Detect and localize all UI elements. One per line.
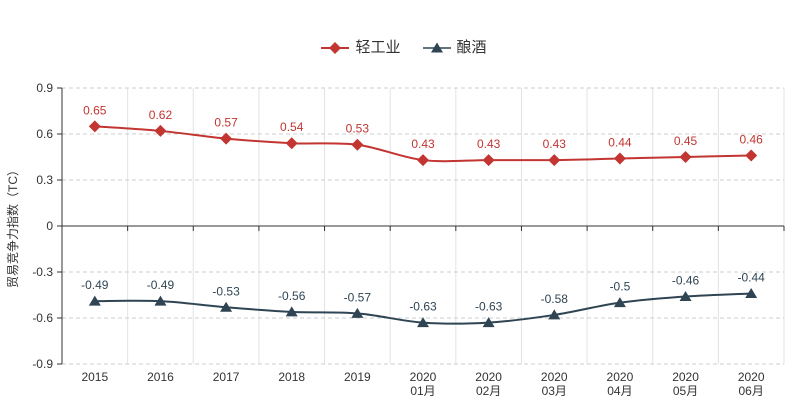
x-axis-tick-label: 2020 <box>410 370 437 384</box>
triangle-marker-icon <box>613 297 626 308</box>
data-point-value-label: 0.62 <box>149 108 173 122</box>
x-axis-tick-label: 06月 <box>739 384 764 398</box>
x-axis-labels: 2015 2016 2017 2018 2019 202001月202002月202003… <box>81 370 764 398</box>
data-point-value-label: 0.46 <box>740 132 764 146</box>
diamond-legend-icon <box>321 41 350 54</box>
y-axis-tick-label: 0.3 <box>36 173 53 187</box>
y-axis-tick-label: -0.3 <box>32 265 53 279</box>
triangle-marker-icon <box>482 317 495 328</box>
triangle-marker-icon <box>417 317 429 328</box>
chart-legend: 轻工业 酿酒 <box>0 40 808 55</box>
triangle-marker-icon <box>154 295 167 306</box>
data-point-value-label: -0.46 <box>672 274 700 288</box>
y-axis-tick-label: 0.6 <box>36 127 53 141</box>
x-axis-tick-label: 2016 <box>147 370 174 384</box>
diamond-marker-icon <box>482 154 495 167</box>
data-point-value-label: 0.65 <box>83 103 107 117</box>
series-light-industry: 0.65 0.62 0.57 0.54 0.53 0.43 0.43 0.43 0.44 0.45… <box>83 103 764 167</box>
diamond-marker-icon <box>679 151 692 163</box>
y-axis-name: 贸易竞争力指数（TC） <box>5 164 20 288</box>
diamond-marker-icon <box>329 41 342 54</box>
y-axis-tick-label: -0.6 <box>32 311 53 325</box>
data-point-value-label: 0.43 <box>411 137 435 151</box>
x-axis-tick-label: 2017 <box>213 370 240 384</box>
x-axis-tick-label: 04月 <box>607 384 632 398</box>
x-axis-tick-label: 2018 <box>278 370 305 384</box>
data-point-value-label: 0.43 <box>543 137 567 151</box>
x-axis-tick-label: 05月 <box>673 384 698 398</box>
data-point-value-label: 0.54 <box>280 120 304 134</box>
data-point-value-label: -0.56 <box>278 289 306 303</box>
data-point-value-label: -0.44 <box>738 270 766 284</box>
diamond-marker-icon <box>548 154 561 167</box>
data-point-value-label: -0.63 <box>409 300 437 314</box>
data-point-value-label: -0.49 <box>147 278 175 292</box>
data-point-value-label: -0.57 <box>344 290 372 304</box>
triangle-marker-icon <box>745 287 758 298</box>
data-point-value-label: 0.53 <box>346 122 370 136</box>
triangle-marker-icon <box>430 42 443 52</box>
x-axis-tick-label: 2019 <box>344 370 371 384</box>
x-axis <box>62 225 785 231</box>
x-axis-tick-label: 03月 <box>542 384 567 398</box>
diamond-marker-icon <box>285 137 298 150</box>
triangle-legend-icon <box>422 42 451 52</box>
x-axis-tick-label: 2015 <box>81 370 108 384</box>
x-axis-tick-label: 2020 <box>607 370 634 384</box>
data-point-value-label: -0.5 <box>610 280 631 294</box>
legend-label: 轻工业 <box>355 39 401 56</box>
triangle-marker-icon <box>548 309 561 320</box>
diamond-marker-icon <box>154 124 167 137</box>
triangle-marker-icon <box>88 295 101 306</box>
data-point-value-label: 0.57 <box>214 116 238 130</box>
data-point-value-label: -0.63 <box>475 300 503 314</box>
x-axis-tick-label: 2020 <box>541 370 568 384</box>
x-axis-tick-label: 01月 <box>410 384 435 398</box>
data-point-value-label: -0.53 <box>212 284 240 298</box>
diamond-marker-icon <box>613 152 626 165</box>
y-axis-tick-label: 0.9 <box>36 81 53 95</box>
data-point-value-label: -0.58 <box>541 292 569 306</box>
legend-item-light-industry[interactable]: 轻工业 <box>321 39 401 56</box>
x-axis-tick-label: 2020 <box>738 370 765 384</box>
diamond-marker-icon <box>351 138 364 151</box>
data-point-value-label: 0.44 <box>608 136 632 150</box>
x-axis-tick-label: 02月 <box>476 384 501 398</box>
series-brewing: -0.49 -0.49 -0.53 -0.56 -0.57 -0.63 -0.63 -0.58… <box>81 270 766 328</box>
triangle-marker-icon <box>351 307 364 318</box>
y-axis-tick-label: 0 <box>46 219 53 233</box>
data-point-value-label: 0.43 <box>477 137 501 151</box>
legend-label: 酿酒 <box>456 39 487 56</box>
y-axis: 0.9 0.6 0.3 0 -0.3 -0.6 -0.9 <box>32 81 63 371</box>
triangle-marker-icon <box>285 306 298 317</box>
diamond-marker-icon <box>220 132 233 145</box>
data-point-value-label: -0.49 <box>81 278 109 292</box>
diamond-marker-icon <box>417 154 429 167</box>
diamond-marker-icon <box>88 120 101 133</box>
triangle-marker-icon <box>679 291 692 302</box>
triangle-marker-icon <box>220 301 233 312</box>
y-axis-tick-label: -0.9 <box>32 357 53 371</box>
legend-item-brewing[interactable]: 酿酒 <box>422 39 487 56</box>
x-axis-tick-label: 2020 <box>672 370 699 384</box>
x-axis-tick-label: 2020 <box>475 370 502 384</box>
data-point-value-label: 0.45 <box>674 134 698 148</box>
diamond-marker-icon <box>745 149 758 162</box>
